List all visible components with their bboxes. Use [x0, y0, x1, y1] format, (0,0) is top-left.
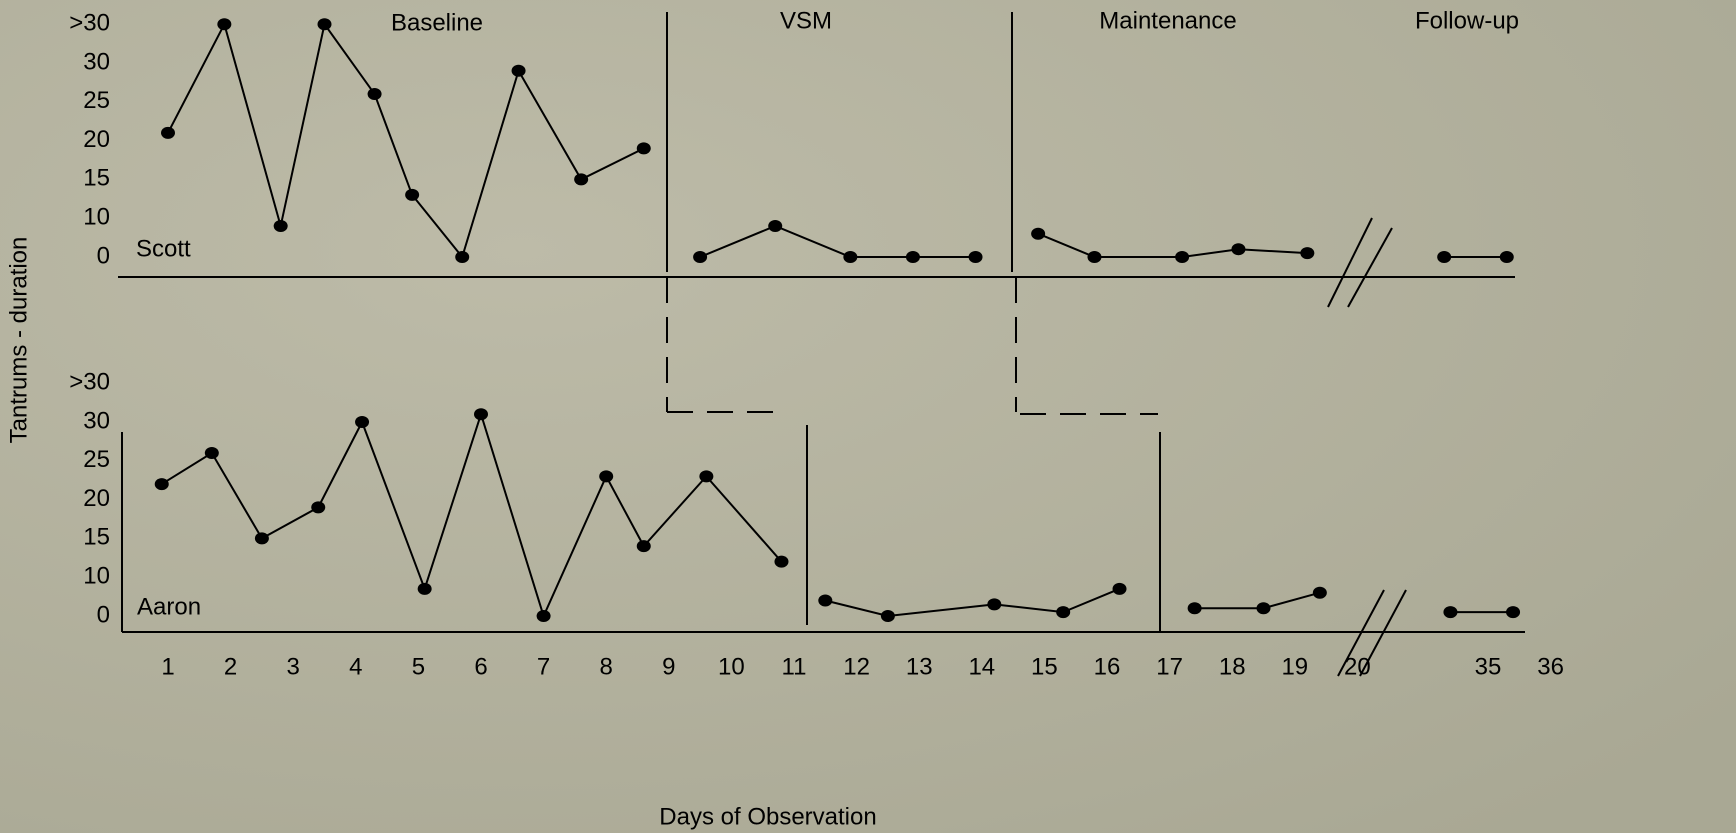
x-tick-label: 6: [474, 653, 487, 680]
x-tick-label: 14: [968, 653, 995, 680]
data-point: [637, 540, 651, 552]
x-tick-label: 16: [1094, 653, 1121, 680]
data-point: [969, 251, 983, 263]
data-point: [1056, 606, 1070, 618]
x-tick-label: 11: [782, 653, 807, 680]
data-point: [843, 251, 857, 263]
data-point: [355, 416, 369, 428]
data-point: [1087, 251, 1101, 263]
data-point: [368, 88, 382, 100]
data-point: [1300, 247, 1314, 259]
data-point: [699, 470, 713, 482]
data-point: [455, 251, 469, 263]
data-point: [1231, 243, 1245, 255]
data-point: [1443, 606, 1457, 618]
x-tick-label: 17: [1156, 653, 1183, 680]
x-tick-label: 15: [1031, 653, 1058, 680]
y-tick-label: 25: [83, 87, 110, 114]
x-tick-label: 12: [843, 653, 870, 680]
phase-label: Follow-up: [1415, 7, 1519, 34]
x-tick-label: 36: [1537, 653, 1564, 680]
x-axis-label: Days of Observation: [659, 803, 876, 830]
y-tick-label: 30: [83, 407, 110, 434]
y-tick-label: 0: [97, 601, 110, 628]
x-tick-label: 7: [537, 653, 550, 680]
background: [0, 0, 1736, 833]
data-point: [693, 251, 707, 263]
phase-label: Baseline: [391, 9, 483, 36]
y-tick-label: 25: [83, 446, 110, 473]
x-tick-label: 19: [1281, 653, 1308, 680]
x-tick-label: 1: [161, 653, 174, 680]
data-point: [255, 532, 269, 544]
x-tick-label: 20: [1344, 653, 1371, 680]
data-point: [1506, 606, 1520, 618]
x-tick-label: 10: [718, 653, 745, 680]
data-point: [1500, 251, 1514, 263]
y-tick-label: 10: [83, 563, 110, 590]
data-point: [1113, 583, 1127, 595]
x-tick-label: 4: [349, 653, 362, 680]
chart: Baseline VSM Maintenance Follow-up Scott…: [0, 0, 1736, 833]
x-tick-label: 3: [287, 653, 300, 680]
data-point: [1437, 251, 1451, 263]
data-point: [818, 594, 832, 606]
x-tick-label: 8: [600, 653, 613, 680]
x-tick-label: 2: [224, 653, 237, 680]
data-point: [161, 127, 175, 139]
y-tick-label: 20: [83, 126, 110, 153]
data-point: [512, 65, 526, 77]
data-point: [405, 189, 419, 201]
y-tick-label: 0: [97, 242, 110, 269]
data-point: [906, 251, 920, 263]
data-point: [637, 142, 651, 154]
x-tick-label: 5: [412, 653, 425, 680]
y-tick-label: >30: [69, 369, 110, 396]
data-point: [881, 610, 895, 622]
data-point: [599, 470, 613, 482]
data-point: [418, 583, 432, 595]
data-point: [205, 447, 219, 459]
phase-label: Maintenance: [1099, 7, 1236, 34]
x-tick-label: 35: [1475, 653, 1502, 680]
data-point: [537, 610, 551, 622]
data-point: [1188, 602, 1202, 614]
data-point: [1313, 587, 1327, 599]
y-tick-label: 20: [83, 485, 110, 512]
panel-label: Scott: [136, 235, 191, 262]
data-point: [1175, 251, 1189, 263]
y-tick-label: 10: [83, 204, 110, 231]
x-tick-label: 13: [906, 653, 933, 680]
y-tick-label: 15: [83, 524, 110, 551]
data-point: [217, 18, 231, 30]
y-tick-label: >30: [69, 10, 110, 37]
phase-label: VSM: [780, 7, 832, 34]
data-point: [774, 556, 788, 568]
data-point: [318, 18, 332, 30]
data-point: [1031, 228, 1045, 240]
x-tick-label: 9: [662, 653, 675, 680]
data-point: [1257, 602, 1271, 614]
data-point: [274, 220, 288, 232]
x-tick-label: 18: [1219, 653, 1246, 680]
data-point: [155, 478, 169, 490]
y-axis-label: Tantrums - duration: [5, 237, 32, 444]
y-tick-label: 30: [83, 48, 110, 75]
data-point: [768, 220, 782, 232]
data-point: [474, 408, 488, 420]
y-tick-label: 15: [83, 165, 110, 192]
panel-label: Aaron: [137, 593, 201, 620]
data-point: [311, 501, 325, 513]
data-point: [574, 173, 588, 185]
data-point: [987, 598, 1001, 610]
